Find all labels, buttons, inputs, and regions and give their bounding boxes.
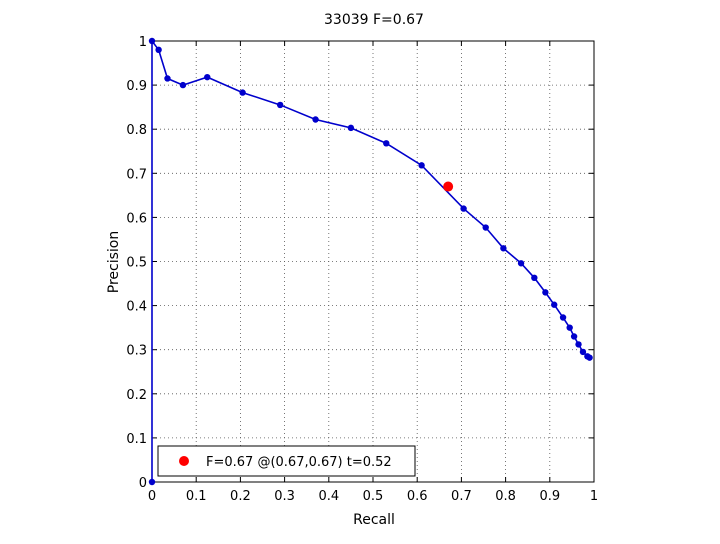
- legend: F=0.67 @(0.67,0.67) t=0.52: [157, 445, 416, 477]
- legend-marker: [179, 456, 189, 466]
- data-point: [418, 162, 425, 169]
- legend-label: F=0.67 @(0.67,0.67) t=0.52: [206, 455, 392, 470]
- data-point: [312, 116, 319, 123]
- data-point: [383, 140, 390, 147]
- data-point: [559, 314, 567, 321]
- data-point: [482, 224, 489, 231]
- x-tick-label: 1: [590, 489, 598, 504]
- y-tick-label: 0.8: [126, 123, 147, 138]
- data-point: [579, 348, 587, 356]
- x-tick-label: 0: [148, 489, 156, 504]
- data-point: [460, 205, 467, 212]
- chart-title: 33039 F=0.67: [324, 12, 424, 28]
- y-tick-label: 0.5: [126, 256, 147, 271]
- y-tick-label: 0.2: [126, 388, 147, 403]
- y-tick-label: 0: [139, 476, 147, 491]
- x-tick-label: 0.7: [451, 489, 472, 504]
- x-axis-label: Recall: [353, 512, 395, 528]
- data-point: [155, 46, 162, 54]
- y-tick-label: 0.1: [126, 432, 147, 447]
- data-point: [276, 101, 284, 109]
- y-tick-label: 0.6: [126, 211, 147, 226]
- data-point: [542, 289, 549, 296]
- y-tick-label: 0.4: [126, 300, 147, 315]
- x-tick-label: 0.8: [495, 489, 516, 504]
- data-point: [500, 245, 507, 252]
- x-tick-label: 0.9: [539, 489, 560, 504]
- x-tick-label: 0.5: [363, 489, 384, 504]
- data-point: [586, 354, 593, 361]
- data-point: [204, 73, 211, 81]
- data-point: [517, 260, 525, 267]
- legend-box: [157, 445, 416, 477]
- data-point: [179, 81, 187, 89]
- x-tick-label: 0.4: [318, 489, 339, 504]
- plot-area: 0 0.1 0.2 0.3 0.4 0.5 0.6 0.7 0.8 0.9 1 0 0.1 0.2 0.3 0…: [126, 35, 598, 504]
- y-tick-label: 0.9: [126, 79, 147, 94]
- data-point: [570, 333, 578, 340]
- data-point: [575, 341, 582, 348]
- data-point: [531, 274, 538, 282]
- data-point: [148, 478, 156, 486]
- data-point: [347, 124, 355, 132]
- x-tick-label: 0.2: [230, 489, 251, 504]
- data-point: [566, 324, 573, 331]
- data-point: [164, 75, 171, 82]
- data-point: [148, 37, 156, 45]
- x-tick-label: 0.6: [407, 489, 428, 504]
- data-point: [551, 301, 558, 308]
- data-point: [239, 89, 246, 96]
- y-axis-label: Precision: [106, 231, 122, 293]
- y-tick-label: 0.7: [126, 167, 147, 182]
- y-tick-label: 1: [139, 35, 147, 50]
- y-tick-label: 0.3: [126, 344, 147, 359]
- x-tick-label: 0.3: [274, 489, 295, 504]
- x-tick-label: 0.1: [186, 489, 207, 504]
- best-f-point: [443, 181, 454, 192]
